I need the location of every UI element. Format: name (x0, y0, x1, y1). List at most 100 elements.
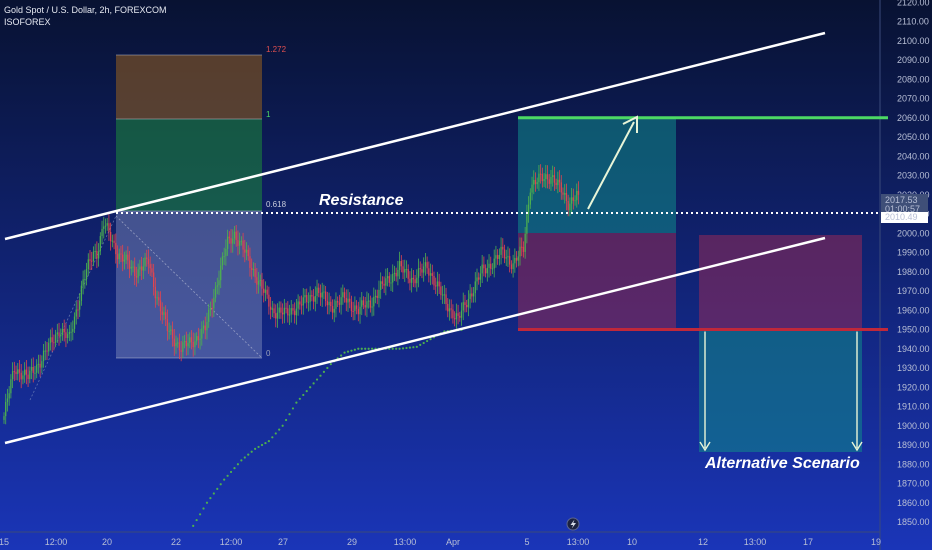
candle-body (472, 293, 475, 297)
candle-body (570, 197, 573, 204)
candle-body (553, 175, 556, 183)
candle-body (58, 332, 60, 337)
candle-body (85, 269, 88, 280)
sar-dot (343, 351, 346, 354)
candle-body (300, 304, 303, 306)
candle-body (228, 236, 230, 239)
time-tick-label: 22 (171, 537, 181, 547)
candle-body (171, 329, 174, 339)
candle-body (512, 263, 514, 270)
sar-dot (340, 354, 343, 357)
candle-body (48, 342, 50, 352)
candle-body (25, 369, 28, 375)
candle-body (115, 242, 117, 255)
candle-body (51, 337, 53, 343)
candle-body (259, 279, 261, 281)
candle-body (128, 260, 131, 269)
price-tick-label: 1890.00 (897, 440, 930, 450)
candle-body (524, 233, 526, 252)
candle-body (79, 300, 81, 310)
candle-body (462, 302, 464, 311)
candle-body (273, 308, 275, 314)
candle-body (576, 190, 578, 201)
lightning-icon[interactable] (566, 517, 580, 531)
candle-body (352, 311, 354, 313)
candle-body (464, 302, 466, 305)
candle-body (400, 261, 402, 267)
candle-body (80, 285, 83, 301)
candle-body (238, 241, 241, 246)
candle-body (343, 292, 346, 299)
bullish-arrow-shaft (587, 121, 635, 210)
candle-body (522, 246, 525, 252)
sar-dot (357, 347, 360, 350)
candle-body (8, 393, 10, 399)
current-price-tag[interactable] (881, 194, 928, 214)
candle-body (323, 291, 325, 293)
time-tick-label: 17 (803, 537, 813, 547)
candle-body (421, 269, 423, 273)
candle-body (168, 330, 170, 332)
candle-body (416, 277, 418, 284)
level-price-tag[interactable] (881, 212, 928, 223)
candle-body (108, 223, 110, 232)
candle-body (318, 287, 320, 293)
candle-body (574, 200, 576, 202)
trend-drawings[interactable] (4, 31, 880, 452)
candle-body (392, 273, 394, 283)
sar-dot (281, 424, 284, 427)
candle-body (290, 308, 292, 315)
candle-body (89, 259, 91, 261)
candle-body (312, 296, 315, 302)
candle-body (158, 297, 160, 301)
bearish-arrow-head (851, 441, 863, 452)
candle-body (354, 305, 356, 312)
candle-body (240, 240, 243, 242)
candle-body (6, 398, 9, 402)
lower-channel-line (4, 236, 826, 445)
time-tick-label: 19 (871, 537, 881, 547)
candle-body (331, 306, 334, 313)
sar-dot (257, 445, 260, 449)
candle-body (135, 276, 138, 278)
candle-body (235, 231, 237, 241)
candle-body (433, 275, 435, 286)
candle-body (32, 366, 34, 373)
sar-dot (329, 363, 332, 366)
candle-body (254, 268, 256, 278)
sar-dot (350, 349, 353, 352)
time-axis[interactable]: 15 12:00 20 22 12:00 27 29 13:00 Apr 5 13:00 10 12 13… (0, 537, 881, 547)
candle-body (402, 266, 404, 273)
candle-body (419, 268, 421, 270)
fib-leg-line (29, 215, 117, 401)
price-tick-label: 1980.00 (897, 267, 930, 277)
candle-body (393, 272, 396, 274)
price-tick-label: 1970.00 (897, 286, 930, 296)
candle-body (159, 300, 162, 312)
candle-body (118, 253, 120, 260)
fib-label-0618: 0.618 (266, 200, 287, 209)
candle-body (3, 416, 5, 420)
candle-body (479, 273, 482, 280)
candle-body (295, 308, 298, 316)
price-tick-label: 2090.00 (897, 55, 930, 65)
candle-body (44, 350, 46, 352)
candle-body (269, 306, 272, 310)
candle-body (245, 249, 248, 253)
upper-channel-line (4, 31, 826, 241)
candle-body (309, 295, 311, 302)
price-tick-label: 1910.00 (897, 402, 930, 412)
candle-body (319, 292, 322, 298)
candle-body (213, 297, 215, 309)
candle-body (455, 313, 458, 320)
candle-body (130, 266, 132, 269)
candle-body (541, 174, 544, 182)
candle-body (139, 266, 141, 270)
price-axis[interactable]: 1850.00 1860.00 1870.00 1880.00 1890.00 1900.… (897, 0, 930, 527)
fib-zone-1 (116, 119, 262, 211)
candle-body (405, 269, 408, 271)
candle-body (469, 293, 471, 300)
candle-body (467, 299, 470, 308)
candle-body (60, 335, 62, 337)
candle-body (99, 236, 101, 252)
